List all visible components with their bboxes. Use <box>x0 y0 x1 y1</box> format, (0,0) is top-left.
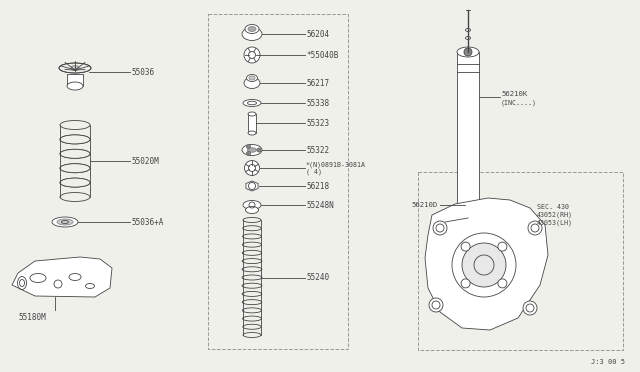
Ellipse shape <box>457 47 479 57</box>
Ellipse shape <box>244 77 260 89</box>
Ellipse shape <box>248 131 256 135</box>
Text: 43053(LH): 43053(LH) <box>537 220 573 226</box>
Ellipse shape <box>243 201 261 209</box>
Circle shape <box>461 242 470 251</box>
Circle shape <box>528 221 542 235</box>
Text: 55020M: 55020M <box>131 157 159 166</box>
Ellipse shape <box>248 148 257 152</box>
Ellipse shape <box>243 234 261 239</box>
Text: (INC....): (INC....) <box>501 100 537 106</box>
Circle shape <box>244 160 259 176</box>
Circle shape <box>429 298 443 312</box>
Ellipse shape <box>248 112 256 116</box>
Circle shape <box>433 221 447 235</box>
Circle shape <box>257 148 261 152</box>
Ellipse shape <box>60 192 90 202</box>
Ellipse shape <box>248 26 256 32</box>
Ellipse shape <box>249 76 255 80</box>
Bar <box>248 114 256 133</box>
Bar <box>457 52 479 218</box>
Circle shape <box>498 242 507 251</box>
Text: J:3 00 5: J:3 00 5 <box>591 359 625 365</box>
Polygon shape <box>12 257 112 297</box>
Text: *55040B: *55040B <box>306 51 339 60</box>
Ellipse shape <box>242 250 262 255</box>
Ellipse shape <box>60 164 90 173</box>
Text: 56204: 56204 <box>306 29 329 38</box>
Bar <box>418 172 623 350</box>
Ellipse shape <box>242 283 262 288</box>
Ellipse shape <box>60 164 90 173</box>
Text: 55338: 55338 <box>306 99 329 108</box>
Ellipse shape <box>242 291 262 296</box>
Text: ( 4): ( 4) <box>306 169 322 175</box>
Ellipse shape <box>465 29 470 32</box>
Ellipse shape <box>243 218 261 222</box>
Text: 55180M: 55180M <box>18 314 45 323</box>
Text: SEC. 430: SEC. 430 <box>537 204 569 210</box>
Text: 56210K: 56210K <box>501 91 527 97</box>
Ellipse shape <box>465 36 470 39</box>
Circle shape <box>498 279 507 288</box>
Text: 55323: 55323 <box>306 119 329 128</box>
Text: 56218: 56218 <box>306 182 329 190</box>
Ellipse shape <box>243 324 261 329</box>
Text: 55248N: 55248N <box>306 201 333 209</box>
Ellipse shape <box>242 144 262 155</box>
Circle shape <box>246 145 250 148</box>
Ellipse shape <box>242 299 262 305</box>
Ellipse shape <box>246 206 259 214</box>
Text: 55036+A: 55036+A <box>131 218 163 227</box>
Circle shape <box>462 243 506 287</box>
Circle shape <box>464 48 472 56</box>
Ellipse shape <box>242 259 262 264</box>
Ellipse shape <box>243 308 262 313</box>
Text: 43052(RH): 43052(RH) <box>537 212 573 218</box>
Text: *(N)0891B-3081A: *(N)0891B-3081A <box>306 162 366 168</box>
Ellipse shape <box>242 28 262 41</box>
Ellipse shape <box>243 226 261 231</box>
Ellipse shape <box>60 121 90 129</box>
Text: 55240: 55240 <box>306 273 329 282</box>
Circle shape <box>523 301 537 315</box>
Text: 55036: 55036 <box>131 67 154 77</box>
Polygon shape <box>425 198 548 330</box>
Ellipse shape <box>60 135 90 144</box>
Bar <box>67 74 83 86</box>
Ellipse shape <box>59 63 91 73</box>
Text: 56210D: 56210D <box>412 202 438 208</box>
Circle shape <box>246 151 250 155</box>
Bar <box>208 14 348 349</box>
Ellipse shape <box>243 242 262 247</box>
Ellipse shape <box>67 82 83 90</box>
Ellipse shape <box>52 217 78 227</box>
Text: 56217: 56217 <box>306 78 329 87</box>
Ellipse shape <box>60 178 90 187</box>
Ellipse shape <box>57 219 73 225</box>
Ellipse shape <box>60 178 90 187</box>
Ellipse shape <box>242 275 262 280</box>
Text: 55322: 55322 <box>306 145 329 154</box>
Ellipse shape <box>242 267 262 272</box>
Ellipse shape <box>245 25 259 33</box>
Ellipse shape <box>243 316 261 321</box>
Ellipse shape <box>60 149 90 158</box>
Circle shape <box>244 47 260 63</box>
Ellipse shape <box>60 149 90 158</box>
Ellipse shape <box>243 333 261 337</box>
Ellipse shape <box>71 65 79 71</box>
Polygon shape <box>246 181 258 191</box>
Circle shape <box>461 279 470 288</box>
Ellipse shape <box>60 135 90 144</box>
Ellipse shape <box>243 99 261 106</box>
Ellipse shape <box>246 74 257 81</box>
